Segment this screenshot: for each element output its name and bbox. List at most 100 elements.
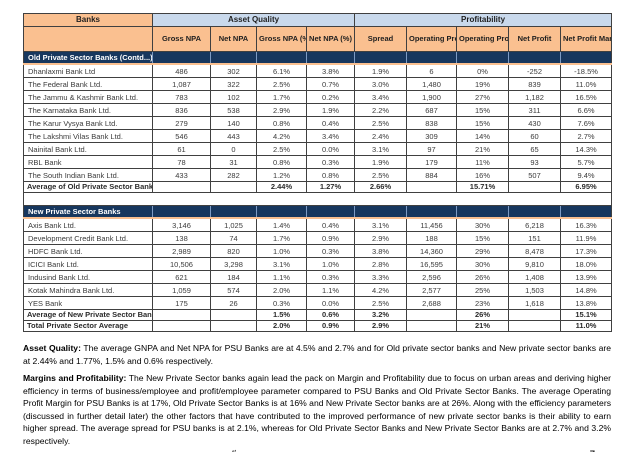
group-header-row: Banks Asset Quality Profitability [23,13,613,27]
summary-value: 26% [456,309,510,321]
cell-value: 14.8% [560,283,613,297]
cell-value: 60 [508,129,562,143]
bank-row: RBL Bank 78 31 0.8% 0.3% 1.9% 179 11% 93 5.7% [23,155,613,169]
section-header-spacer [354,51,408,65]
summary-row: Average of New Private Sector Banks 1.5% 0… [23,309,613,321]
cell-value: 7.6% [560,116,613,130]
cell-value: -252 [508,63,562,78]
cell-value: 65 [508,142,562,156]
cell-value: 17.3% [560,244,613,258]
sub-header-row: Gross NPA Net NPA Gross NPA (%) Net NPA (%)… [23,26,613,52]
cell-value: 1.1% [256,270,307,284]
cell-value: 11.9% [560,231,613,245]
summary-row: Total Private Sector Average 2.0% 0.9% 2.9%… [23,320,613,332]
cell-value: 311 [508,103,562,117]
cell-value: 9.4% [560,168,613,182]
cell-value: 443 [210,129,257,143]
gap-row [22,192,613,206]
cell-value: 5.7% [560,155,613,169]
gap-cell [22,192,613,206]
cell-value: 18.0% [560,257,613,271]
summary-value [210,320,257,332]
cell-value: 21% [456,142,510,156]
cell-value: 16% [456,168,510,182]
section-header-row: Old Private Sector Banks (Contd...) [23,51,613,65]
bank-name: RBL Bank [23,155,153,169]
summary-value: 11.0% [560,320,613,332]
column-header: Gross NPA [152,26,211,52]
section-header-spacer [305,205,356,219]
summary-label: Average of Old Private Sector Banks [23,181,153,193]
cell-value: 1,025 [210,217,257,232]
cell-value: 0.8% [305,168,356,182]
cell-value: 0.3% [305,244,356,258]
cell-value: 23% [456,296,510,310]
bank-name: HDFC Bank Ltd. [23,244,153,258]
cell-value: 0.3% [305,155,356,169]
summary-value: 15.1% [560,309,613,321]
cell-value: 27% [456,90,510,104]
cell-value: 621 [152,270,211,284]
section-header-spacer [456,51,510,65]
section-header-spacer [210,51,257,65]
cell-value: 820 [210,244,257,258]
bank-name: Nainital Bank Ltd. [23,142,153,156]
bank-row: The Karur Vysya Bank Ltd. 279 140 0.8% 0.4% 2… [23,116,613,130]
cell-value: 2.0% [256,283,307,297]
cell-value: 0.3% [256,296,307,310]
bank-name: ICICI Bank Ltd. [23,257,153,271]
column-header: Net Profit Margin [560,26,613,52]
cell-value: 15% [456,231,510,245]
cell-value: 0.8% [256,116,307,130]
section-header-spacer [456,205,510,219]
banks-financials-table: Banks Asset Quality Profitability Gross … [22,13,613,332]
cell-value: 546 [152,129,211,143]
cell-value: 3.8% [305,63,356,78]
old-private-sector-section: Old Private Sector Banks (Contd...) Dhanl… [23,51,613,193]
cell-value: 1.0% [256,244,307,258]
page-number: 7 [590,449,611,452]
summary-value: 1.27% [305,181,356,193]
cell-value: 1,182 [508,90,562,104]
cell-value: 4.2% [354,283,408,297]
cell-value: 13.9% [560,270,613,284]
cell-value: 31 [210,155,257,169]
cell-value: 3,298 [210,257,257,271]
cell-value: 0.2% [305,90,356,104]
cell-value: 2.9% [354,231,408,245]
summary-label: Total Private Sector Average [23,320,153,332]
cell-value: 29% [456,244,510,258]
profitability-group-header: Profitability [354,13,613,27]
cell-value: 309 [406,129,458,143]
banks-subheader-spacer [23,26,153,52]
cell-value: 783 [152,90,211,104]
column-header: Net Profit [508,26,562,52]
cell-value: 0.4% [305,116,356,130]
cell-value: 2.9% [256,103,307,117]
section-header-spacer [256,51,307,65]
cell-value: 1,087 [152,77,211,91]
summary-value: 2.44% [256,181,307,193]
cell-value: 188 [406,231,458,245]
section-title: Old Private Sector Banks (Contd...) [23,51,153,65]
cell-value: 3.1% [256,257,307,271]
cell-value: 2.8% [354,257,408,271]
summary-value [152,181,211,193]
bank-row: YES Bank 175 26 0.3% 0.0% 2.5% 2,688 23% 1,618 13… [23,296,613,310]
margins-note-label: Margins and Profitability: [23,373,127,383]
cell-value: 151 [508,231,562,245]
section-header-spacer [152,51,211,65]
cell-value: 1.9% [305,103,356,117]
source-superscript: st [231,449,236,452]
margins-note-text: The New Private Sector banks again lead … [23,373,611,446]
summary-value: 2.0% [256,320,307,332]
section-header-spacer [508,51,562,65]
section-header-spacer [354,205,408,219]
cell-value: 2,596 [406,270,458,284]
cell-value: 2.5% [354,296,408,310]
summary-value: 2.66% [354,181,408,193]
summary-label: Average of New Private Sector Banks [23,309,153,321]
cell-value: 1,618 [508,296,562,310]
section-header-spacer [560,205,613,219]
